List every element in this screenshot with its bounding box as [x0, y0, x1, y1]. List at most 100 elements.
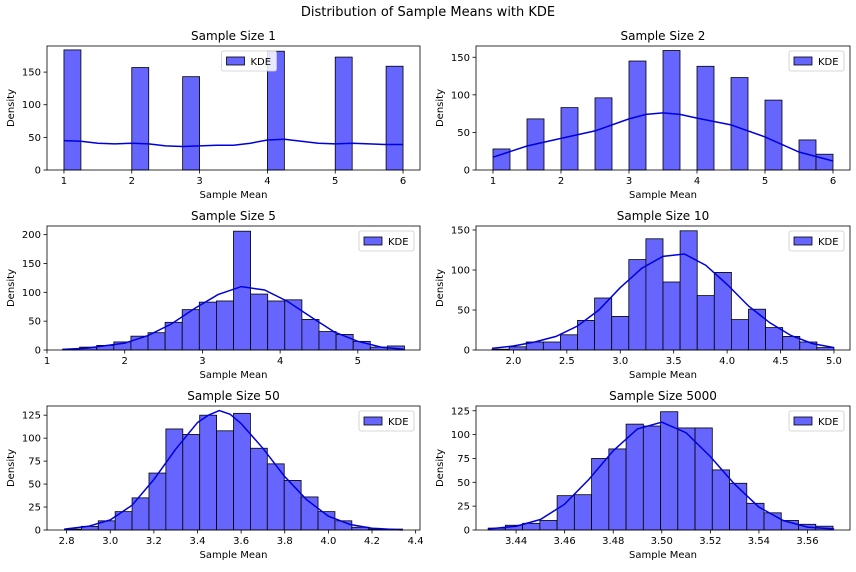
- x-tick-label: 1: [44, 356, 50, 367]
- subplot-2: 1 2 3 4 5 6 0 50 100 150 Sample Size 2 Sample Mean D…: [435, 29, 851, 201]
- legend-label: KDE: [388, 417, 409, 428]
- x-tick-label: 2: [558, 176, 564, 187]
- y-tick-label: 125: [22, 411, 41, 422]
- x-tick-label: 3.2: [146, 536, 162, 547]
- x-tick-label: 3.56: [796, 536, 818, 547]
- histogram-bar: [662, 50, 681, 171]
- x-tick-label: 4: [694, 176, 700, 187]
- x-axis-label: Sample Mean: [200, 370, 268, 381]
- y-tick-label: 75: [457, 454, 470, 465]
- subplot-title: Sample Size 1: [191, 29, 276, 43]
- x-tick-label: 5: [332, 176, 338, 187]
- histogram-bar: [216, 430, 234, 531]
- histogram-bar: [508, 346, 527, 351]
- y-tick-label: 50: [28, 317, 41, 328]
- histogram-bar: [284, 299, 303, 351]
- histogram-bar: [764, 99, 783, 171]
- y-tick-label: 150: [451, 53, 470, 64]
- histogram-bar: [301, 319, 320, 351]
- x-tick-label: 2.5: [559, 356, 575, 367]
- kde-line: [62, 285, 405, 351]
- x-tick-label: 5: [355, 356, 361, 367]
- histogram-bar: [748, 308, 766, 351]
- y-axis-label: Density: [6, 449, 17, 487]
- subplot-5: 2.8 3.0 3.2 3.4 3.6 3.8 4.0 4.2 4.4 0 25 50 75 100 125…: [6, 389, 424, 561]
- histogram-bar: [250, 293, 269, 351]
- legend-label: KDE: [818, 237, 839, 248]
- histogram-bar: [250, 447, 268, 531]
- x-tick-label: 3.52: [699, 536, 721, 547]
- histogram-bar: [765, 327, 784, 351]
- x-tick-label: 3.4: [190, 536, 206, 547]
- x-tick-label: 6: [830, 176, 836, 187]
- x-tick-label: 3.46: [554, 536, 576, 547]
- histogram-bar: [131, 67, 150, 171]
- x-tick-label: 3.48: [602, 536, 624, 547]
- legend: KDE: [358, 410, 415, 432]
- x-tick-label: 3: [626, 176, 632, 187]
- x-axis-label: Sample Mean: [629, 190, 697, 201]
- histogram-bar: [642, 425, 661, 531]
- kde-line: [488, 421, 835, 530]
- histogram-bar: [560, 107, 579, 171]
- axes-frame: [46, 405, 421, 531]
- legend-frame: [788, 230, 845, 252]
- y-tick-label: 100: [22, 288, 41, 299]
- histogram-bar: [318, 331, 337, 351]
- x-tick-label: 3.44: [505, 536, 527, 547]
- legend-label: KDE: [251, 57, 272, 68]
- legend: KDE: [788, 230, 845, 252]
- legend: KDE: [788, 50, 845, 72]
- legend: KDE: [221, 50, 277, 72]
- x-tick-label: 5.0: [826, 356, 842, 367]
- x-tick-label: 3.50: [651, 536, 673, 547]
- y-tick-label: 125: [451, 406, 470, 417]
- histogram-bar: [608, 448, 627, 531]
- y-tick-label: 0: [464, 346, 470, 357]
- x-tick-label: 3: [196, 176, 202, 187]
- y-tick-label: 50: [457, 478, 470, 489]
- subplot-title: Sample Size 10: [617, 209, 710, 223]
- x-tick-label: 3.0: [102, 536, 118, 547]
- x-tick-label: 2.0: [505, 356, 521, 367]
- axes-frame: [475, 45, 851, 171]
- kde-line: [491, 253, 835, 350]
- legend-frame: [358, 410, 415, 432]
- histogram-bar: [334, 56, 353, 171]
- histogram-bar: [283, 479, 302, 531]
- y-tick-label: 0: [35, 526, 41, 537]
- histogram-bar: [611, 315, 630, 351]
- legend-frame: [788, 50, 845, 72]
- x-tick-label: 2: [122, 356, 128, 367]
- x-tick-label: 4.0: [719, 356, 735, 367]
- histogram-bar: [625, 423, 644, 531]
- subplot-6: 3.44 3.46 3.48 3.50 3.52 3.54 3.56 0 25 50 75 100 12…: [435, 389, 851, 561]
- histogram-bar: [645, 238, 664, 351]
- histogram-bar: [729, 482, 748, 531]
- axes-frame: [46, 45, 421, 171]
- histogram-bar: [696, 295, 715, 351]
- y-tick-label: 0: [35, 166, 41, 177]
- legend: KDE: [358, 230, 415, 252]
- y-tick-label: 100: [451, 90, 470, 101]
- legend-frame: [788, 410, 845, 432]
- x-tick-label: 3.5: [666, 356, 682, 367]
- legend-label: KDE: [388, 237, 409, 248]
- histogram-bar: [679, 230, 698, 351]
- x-tick-label: 2: [129, 176, 135, 187]
- histogram-bar: [711, 469, 730, 531]
- x-axis-label: Sample Mean: [200, 190, 268, 201]
- y-tick-label: 100: [22, 100, 41, 111]
- histogram-bar: [730, 319, 749, 351]
- axes-frame: [46, 225, 421, 351]
- x-tick-label: 3.0: [612, 356, 628, 367]
- subplot-1: 1 2 3 4 5 6 0 50 100 150 Sample Size 1 Sample Mean D…: [6, 29, 421, 201]
- x-tick-label: 4.5: [773, 356, 789, 367]
- y-tick-label: 50: [28, 133, 41, 144]
- y-axis-label: Density: [6, 89, 17, 127]
- histogram-bar: [216, 300, 234, 351]
- legend-label: KDE: [818, 417, 839, 428]
- y-tick-label: 200: [22, 230, 41, 241]
- x-tick-label: 3: [199, 356, 205, 367]
